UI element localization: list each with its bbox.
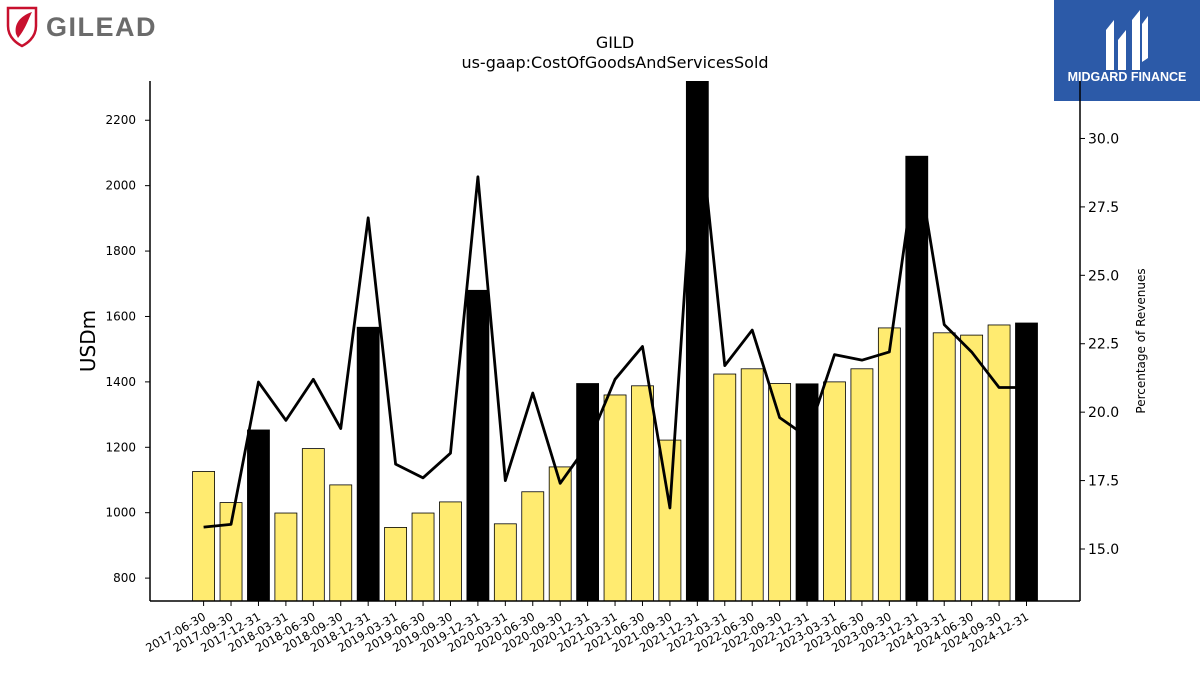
bar-2018-12-31 [356,326,380,601]
y-tick-label: 2200 [105,113,136,127]
bar-2018-06-30 [301,448,325,601]
bar-2020-12-31 [576,383,600,601]
bar-2023-03-31 [823,381,846,601]
bar-2020-06-30 [521,491,545,601]
bar-2017-12-31 [247,429,270,601]
bar-2017-06-30 [192,471,216,601]
y-tick-label: 1200 [105,440,136,454]
line-layer [203,101,1027,529]
y2-axis-label: Percentage of Revenues [1134,268,1148,413]
bar-2022-03-31 [713,373,737,601]
bar-2019-06-30 [411,512,435,601]
bar-2019-12-31 [466,289,490,601]
y-tick-label: 1600 [105,309,136,323]
bar-2024-06-30 [960,334,984,601]
gilead-logo-text: GILEAD [46,12,157,42]
bar-2022-12-31 [795,383,819,601]
y-tick-label: 1000 [105,506,136,520]
y2-tick-label: 25.0 [1088,268,1119,284]
bar-2023-09-30 [877,327,901,601]
y-tick-label: 1400 [105,375,136,389]
y2-tick-label: 20.0 [1088,405,1119,421]
y2-tick-label: 15.0 [1088,542,1119,558]
bar-2024-09-30 [987,324,1011,601]
y-tick-label: 1800 [105,244,136,258]
bar-2020-09-30 [548,466,572,601]
chart-subtitle: us-gaap:CostOfGoodsAndServicesSold [461,53,768,72]
y2-tick-label: 30.0 [1088,131,1119,147]
y-tick-label: 800 [113,571,136,585]
bar-2022-06-30 [740,368,764,601]
y-axis-label: USDm [76,310,100,372]
y-tick-label: 2000 [105,179,136,193]
bar-2020-03-31 [493,523,517,601]
bar-2019-09-30 [439,501,462,601]
bar-2019-03-31 [384,527,408,601]
bar-2017-09-30 [219,502,243,601]
bar-2023-06-30 [850,368,874,601]
bars-layer [192,81,1038,601]
bar-2024-12-31 [1015,322,1038,601]
midgard-logo-text: MIDGARD FINANCE [1068,70,1187,84]
gilead-logo: GILEAD [4,4,164,50]
y2-tick-label: 22.5 [1088,337,1119,353]
chart-title: GILD [596,33,634,52]
y2-tick-label: 27.5 [1088,200,1119,216]
bar-2018-03-31 [274,512,298,601]
bar-2021-03-31 [603,394,627,601]
y2-tick-label: 17.5 [1088,474,1119,490]
midgard-finance-logo: MIDGARD FINANCE [1054,0,1200,101]
gilead-logo-mark [6,6,38,48]
bar-2021-12-31 [685,81,709,601]
bar-2018-09-30 [329,484,353,601]
midgard-logo-mark [1106,10,1148,70]
bar-2024-03-31 [932,332,956,601]
bar-2023-12-31 [905,155,929,601]
bar-2021-06-30 [631,385,654,601]
